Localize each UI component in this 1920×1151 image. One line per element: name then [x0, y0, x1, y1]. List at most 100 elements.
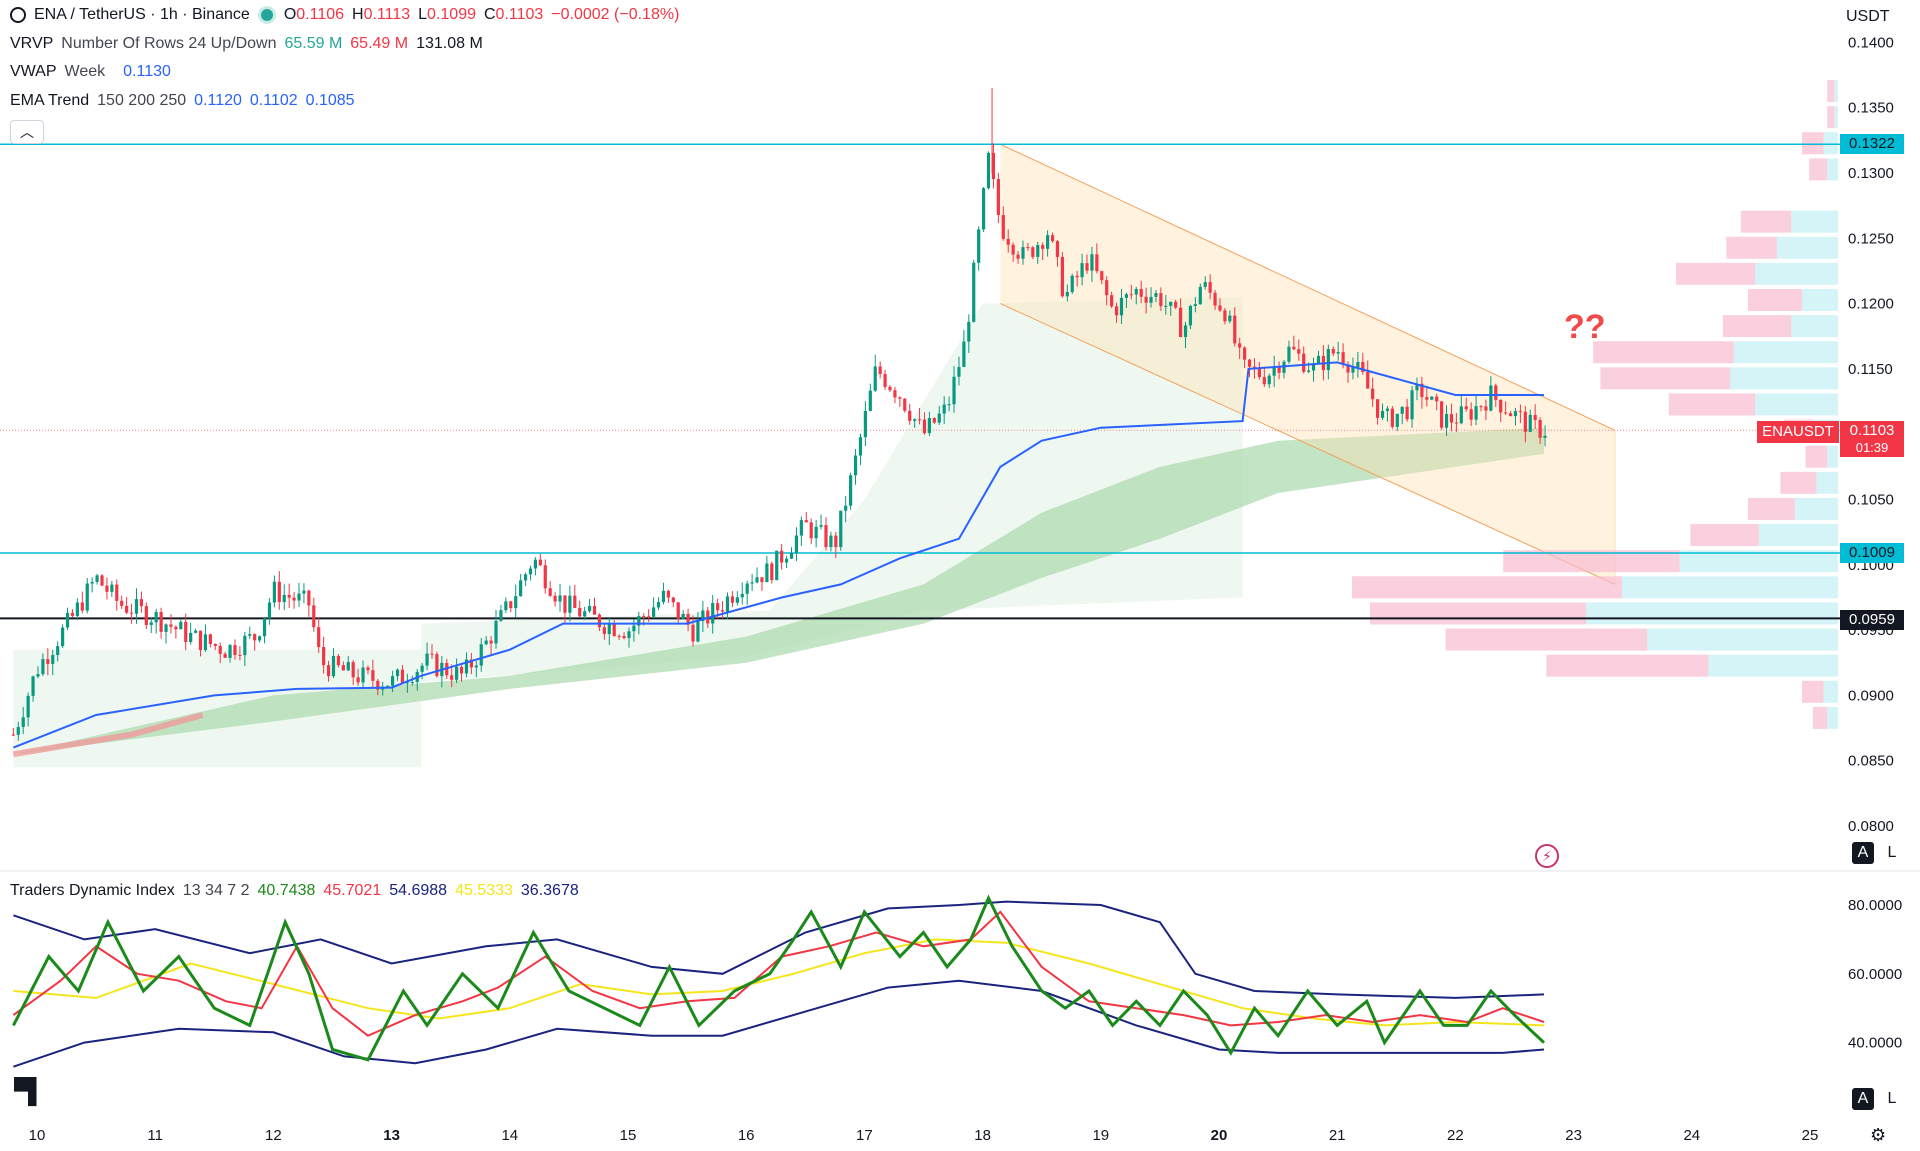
candle-body [1405, 406, 1409, 420]
price-tick-label-9: 0.0900 [1848, 687, 1894, 704]
symbol-legend: ENA / TetherUS · 1h · Binance O0.1106 H0… [10, 6, 679, 24]
candle-body [1346, 364, 1350, 373]
candle-body [730, 596, 735, 603]
volume-profile-up-23 [1827, 706, 1838, 729]
candle-body [1243, 347, 1247, 360]
candle-body [597, 614, 602, 628]
candle-body [509, 601, 513, 609]
vwap-legend[interactable]: VWAP Week 0.1130 [10, 63, 171, 81]
level-tag-1322[interactable]: 0.1322 [1840, 134, 1904, 154]
level-tag-1009[interactable]: 0.1009 [1840, 543, 1904, 563]
last-price-tag[interactable]: 0.1103 01:39 [1840, 421, 1904, 457]
candle-body [1070, 275, 1074, 292]
candle-body [1055, 241, 1060, 257]
candle-body [1375, 399, 1380, 418]
candle-body [981, 188, 986, 230]
candle-body [1041, 245, 1045, 249]
candle-body [75, 602, 79, 616]
candle-body [1105, 280, 1109, 296]
candle-body [356, 677, 360, 683]
tdi-auto-scale-button[interactable]: A [1852, 1088, 1874, 1110]
ema-params: 150 200 250 [97, 92, 187, 109]
time-tick-label-20: 20 [1211, 1127, 1228, 1144]
candle-body [1016, 254, 1020, 259]
candle-body [317, 627, 321, 648]
candle-body [1311, 363, 1316, 371]
candle-body [484, 640, 488, 645]
volume-profile-down-18 [1352, 576, 1622, 599]
candle-body [1198, 286, 1202, 305]
candle-body [1400, 406, 1404, 414]
lightning-icon[interactable]: ⚡ [1535, 844, 1559, 868]
candle-body [129, 612, 134, 614]
candle-body [41, 659, 45, 675]
candle-body [464, 659, 469, 674]
candle-body [1159, 293, 1163, 307]
candle-body [1459, 406, 1463, 424]
log-scale-button[interactable]: L [1887, 844, 1897, 861]
volume-profile-up-9 [1733, 341, 1838, 364]
vrvp-params: Number Of Rows 24 Up/Down [61, 35, 277, 52]
candle-body [1090, 254, 1094, 271]
price-tick-label-3: 0.1250 [1848, 230, 1894, 247]
tdi-log-scale-button[interactable]: L [1887, 1090, 1897, 1107]
volume-profile-down-0 [1827, 80, 1835, 103]
volume-profile-down-19 [1370, 602, 1586, 625]
vrvp-legend[interactable]: VRVP Number Of Rows 24 Up/Down 65.59 M 6… [10, 35, 483, 53]
vrvp-up-volume: 65.59 M [284, 35, 343, 52]
candle-body [661, 590, 666, 603]
level-tag-0959[interactable]: 0.0959 [1840, 610, 1904, 630]
candle-body [386, 685, 390, 687]
candle-body [863, 410, 867, 438]
candle-body [991, 152, 996, 180]
symbol-title[interactable]: ENA / TetherUS · 1h · Binance [34, 6, 250, 23]
candle-body [1454, 422, 1458, 424]
candle-body [849, 475, 853, 506]
ema-value-1: 0.1120 [194, 92, 242, 109]
tdi-legend[interactable]: Traders Dynamic Index 13 34 7 2 40.7438 … [10, 882, 579, 900]
volume-profile-down-15 [1748, 497, 1795, 520]
candle-body [942, 404, 946, 414]
tdi-upper-band [13, 900, 1545, 999]
candle-body [632, 625, 636, 632]
candle-body [307, 590, 311, 606]
bar-countdown: 01:39 [1855, 440, 1889, 455]
candle-body [701, 610, 705, 622]
candle-body [696, 621, 700, 642]
candle-body [1513, 411, 1518, 417]
candle-body [917, 419, 922, 421]
candle-body [986, 152, 991, 189]
ema-legend[interactable]: EMA Trend 150 200 250 0.1120 0.1102 0.10… [10, 92, 355, 110]
candle-body [1178, 307, 1183, 338]
candle-body [819, 525, 823, 527]
channel-upper-line [1000, 143, 1616, 431]
time-tick-label-17: 17 [856, 1127, 873, 1144]
candle-body [1356, 361, 1360, 368]
currency-label[interactable]: USDT [1846, 8, 1890, 25]
time-tick-label-13: 13 [383, 1127, 400, 1144]
candle-body [691, 624, 695, 642]
volume-profile-up-7 [1802, 288, 1838, 311]
candle-body [277, 581, 281, 603]
collapse-legend-button[interactable]: ︿ [10, 120, 44, 144]
volume-profile-up-18 [1622, 576, 1838, 599]
candle-body [765, 563, 769, 583]
volume-profile-down-17 [1503, 550, 1680, 573]
market-status-icon [257, 6, 276, 24]
candle-body [65, 612, 70, 628]
candle-body [262, 618, 267, 637]
candle-body [913, 419, 917, 421]
candle-body [1252, 366, 1257, 368]
candle-body [799, 520, 803, 536]
candle-body [543, 565, 547, 589]
price-tick-label-11: 0.0800 [1848, 818, 1894, 835]
candle-body [169, 624, 173, 627]
ohlc-close: C0.1103 [483, 6, 544, 23]
candle-body [208, 634, 212, 645]
auto-scale-button[interactable]: A [1852, 842, 1874, 864]
question-annotation[interactable]: ?? [1564, 308, 1606, 346]
settings-gear-icon[interactable]: ⚙ [1870, 1125, 1887, 1145]
candle-body [1193, 304, 1197, 306]
candle-body [1001, 215, 1005, 239]
